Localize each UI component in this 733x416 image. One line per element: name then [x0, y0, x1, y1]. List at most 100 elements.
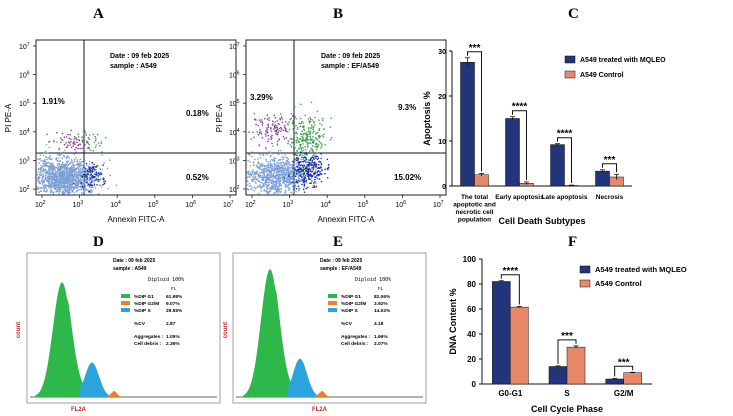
- event-dot: [91, 169, 94, 171]
- event-dot: [89, 177, 92, 180]
- event-dot: [253, 136, 255, 139]
- event-dot: [264, 133, 267, 135]
- event-dot: [81, 151, 83, 154]
- event-dot: [285, 137, 288, 139]
- event-dot: [103, 180, 105, 183]
- event-dot: [78, 176, 80, 179]
- event-dot: [311, 149, 314, 151]
- event-dot: [73, 158, 76, 161]
- event-dot: [65, 182, 68, 184]
- event-dot: [73, 175, 76, 178]
- event-dot: [67, 164, 69, 167]
- event-dot: [300, 170, 303, 173]
- event-dot: [288, 174, 290, 176]
- event-dot: [280, 184, 282, 187]
- event-dot: [277, 149, 280, 152]
- event-dot: [282, 176, 284, 178]
- event-dot: [292, 175, 295, 177]
- panel-letter-e: E: [333, 234, 343, 250]
- event-dot: [95, 171, 98, 174]
- event-dot: [93, 141, 95, 144]
- event-dot: [271, 184, 274, 187]
- event-dot: [70, 167, 72, 169]
- event-dot: [71, 183, 74, 185]
- event-dot: [319, 171, 321, 173]
- event-dot: [253, 112, 255, 115]
- event-dot: [72, 145, 75, 147]
- event-dot: [72, 165, 75, 167]
- legend-swatch: [564, 70, 576, 79]
- event-dot: [54, 171, 56, 173]
- event-dot: [61, 157, 63, 160]
- event-dot: [55, 159, 58, 161]
- event-dot: [259, 153, 261, 156]
- event-dot: [88, 137, 90, 140]
- event-dot: [84, 167, 87, 170]
- event-dot: [289, 118, 292, 121]
- event-dot: [308, 178, 310, 181]
- histogram-d-xlabel: FL2A: [71, 407, 87, 413]
- event-dot: [80, 185, 82, 187]
- event-dot: [320, 173, 323, 175]
- event-dot: [81, 168, 84, 171]
- event-dot: [60, 171, 63, 174]
- event-dot: [288, 171, 290, 174]
- event-dot: [49, 191, 52, 194]
- histogram-e-sample: sample : EF/A549: [320, 266, 362, 272]
- event-dot: [261, 136, 264, 139]
- event-dot: [68, 163, 71, 165]
- event-dot: [310, 177, 313, 179]
- event-dot: [249, 154, 251, 156]
- histogram-e-date: Date : 09 feb 2025: [320, 258, 362, 264]
- event-dot: [294, 185, 297, 188]
- event-dot: [81, 141, 84, 143]
- event-dot: [70, 172, 72, 175]
- histogram-e-header: Diploid 100%: [355, 277, 391, 283]
- event-dot: [70, 140, 72, 143]
- event-dot: [309, 159, 312, 161]
- dotplot-a-ticks: 102 102 103 103 104 104 105 105 106 106 107 107: [19, 42, 234, 209]
- event-dot: [287, 158, 290, 160]
- event-dot: [81, 139, 84, 142]
- tick-label: 104: [320, 200, 331, 209]
- event-dot: [86, 182, 88, 184]
- event-dot: [300, 175, 302, 177]
- event-dot: [283, 156, 285, 159]
- event-dot: [280, 128, 283, 130]
- dotplot-b-q-ur: 9.3%: [398, 103, 416, 112]
- event-dot: [82, 136, 84, 139]
- event-dot: [314, 181, 316, 183]
- event-dot: [295, 188, 298, 190]
- event-dot: [87, 184, 90, 186]
- event-dot: [314, 145, 316, 148]
- event-dot: [291, 171, 294, 174]
- event-dot: [60, 165, 62, 167]
- event-dot: [84, 130, 86, 133]
- event-dot: [49, 158, 52, 160]
- event-dot: [274, 130, 276, 132]
- event-dot: [288, 163, 290, 166]
- category-label: G2/M: [614, 389, 634, 398]
- event-dot: [320, 124, 323, 126]
- event-dot: [283, 175, 286, 177]
- event-dot: [88, 166, 90, 169]
- event-dot: [292, 115, 294, 117]
- dotplot-b-events: [246, 101, 333, 195]
- event-dot: [61, 185, 63, 188]
- event-dot: [293, 166, 295, 168]
- event-dot: [66, 179, 69, 181]
- histogram-d-legend-g1-value: 61.98%: [166, 294, 183, 300]
- event-dot: [98, 180, 100, 182]
- event-dot: [299, 161, 302, 163]
- event-dot: [52, 139, 55, 142]
- event-dot: [74, 143, 76, 145]
- event-dot: [316, 158, 319, 161]
- event-dot: [55, 166, 58, 169]
- event-dot: [280, 159, 282, 161]
- event-dot: [41, 187, 43, 190]
- event-dot: [307, 127, 310, 129]
- event-dot: [304, 153, 306, 155]
- event-dot: [298, 162, 300, 165]
- event-dot: [326, 177, 329, 179]
- event-dot: [99, 178, 101, 181]
